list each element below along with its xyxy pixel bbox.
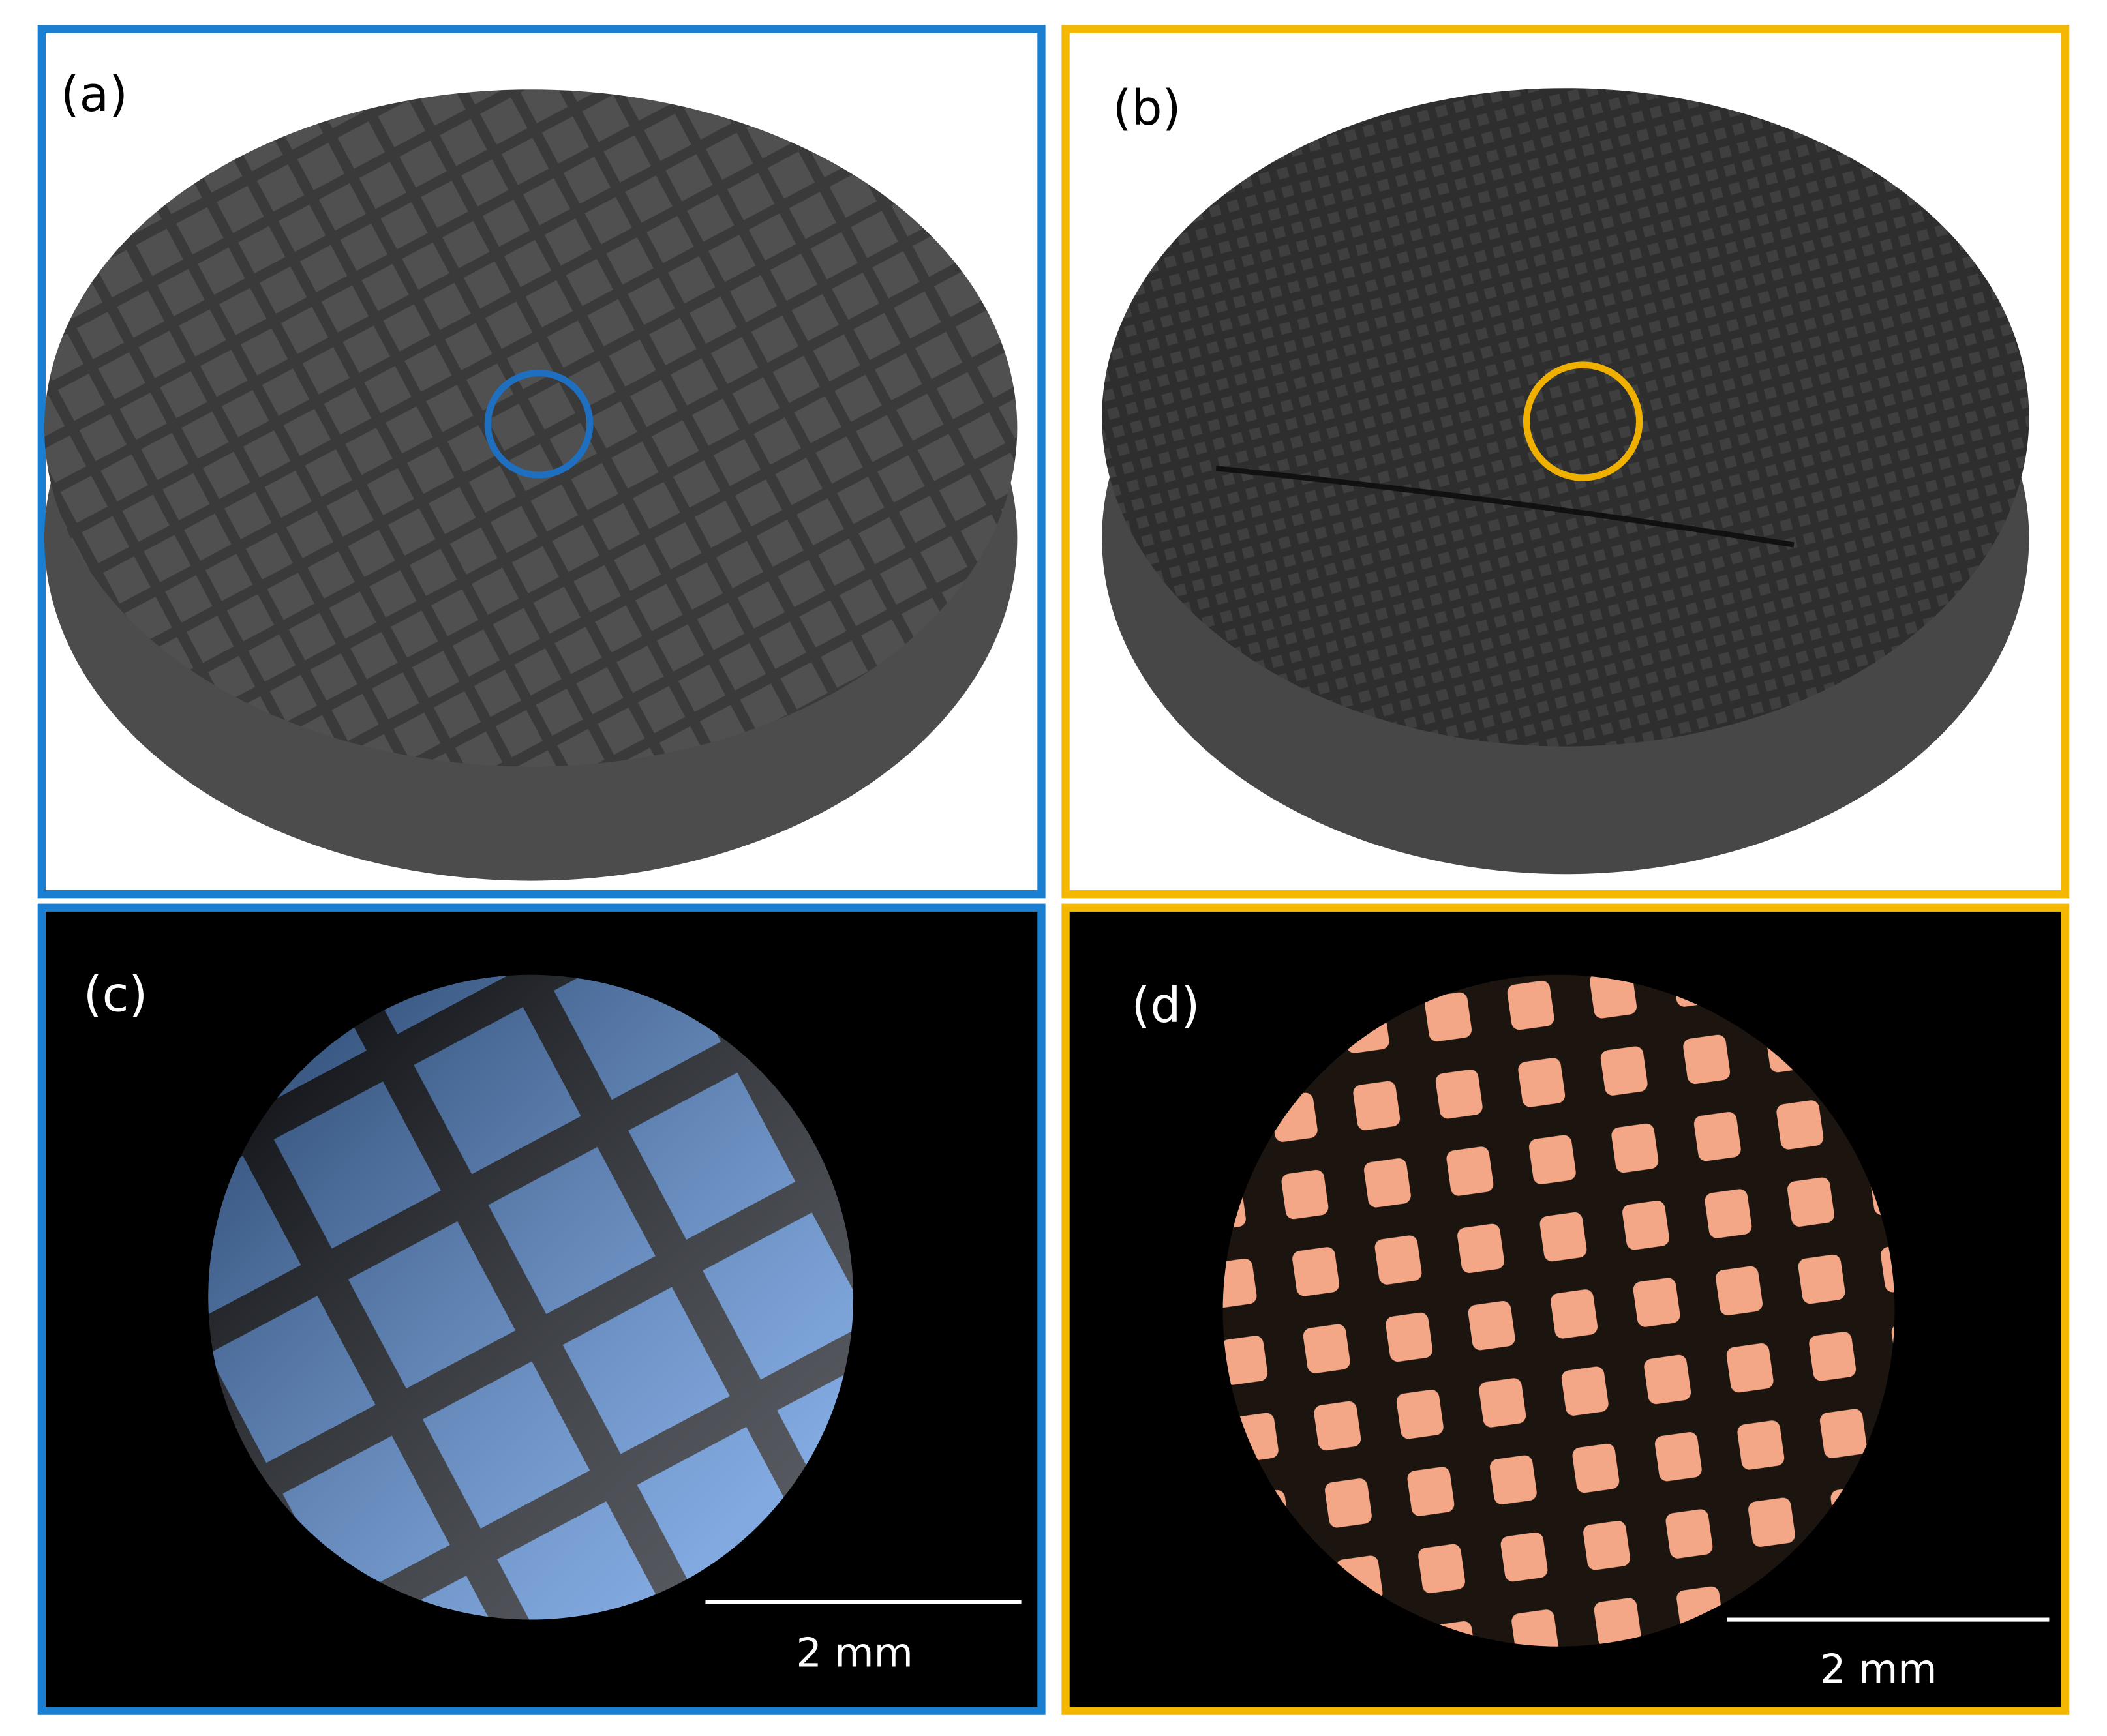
panel-label: (a) bbox=[61, 67, 128, 123]
micrograph bbox=[208, 974, 854, 1620]
region-marker bbox=[1523, 361, 1643, 481]
panel-label: (c) bbox=[83, 966, 148, 1023]
micrograph bbox=[1222, 974, 1895, 1647]
crack bbox=[1215, 466, 1795, 548]
scale-bar-label: 2 mm bbox=[1820, 1645, 1937, 1692]
disc-top bbox=[44, 89, 1018, 767]
panel-label: (d) bbox=[1131, 978, 1200, 1034]
scale-bar-label: 2 mm bbox=[796, 1630, 913, 1677]
region-marker bbox=[484, 369, 594, 479]
panel-label: (b) bbox=[1113, 80, 1181, 136]
disc-top bbox=[1102, 88, 2029, 747]
